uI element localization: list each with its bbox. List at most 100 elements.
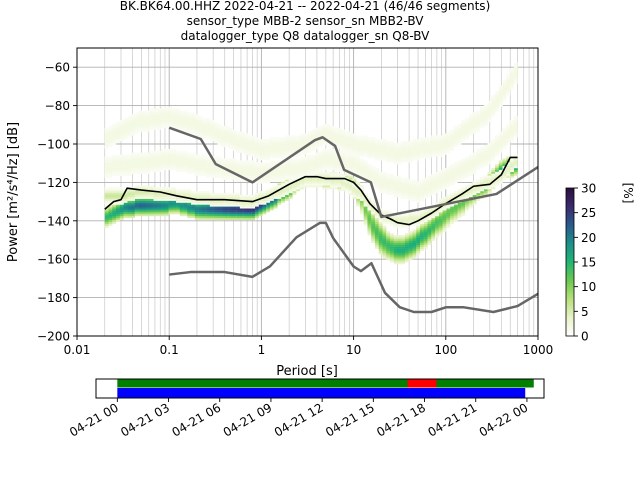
density-cell-faint-upper — [221, 129, 226, 132]
density-cell-faint-mid — [142, 156, 147, 159]
density-cell-faint-upper — [506, 93, 511, 96]
density-cell-primary — [382, 244, 387, 247]
density-cell-primary — [408, 239, 413, 242]
density-cell-faint-upper — [371, 137, 376, 140]
density-cell-primary — [408, 254, 413, 257]
density-cell-secondary — [161, 189, 165, 192]
density-cell-faint-mid — [149, 169, 154, 173]
density-cell-faint-upper — [408, 158, 413, 161]
density-cell-primary — [232, 212, 237, 215]
density-cell-faint-mid — [239, 179, 244, 182]
density-cell-secondary — [311, 179, 316, 182]
density-cell-faint-mid — [416, 200, 421, 203]
density-cell-faint-mid — [341, 162, 346, 165]
density-cell-faint-upper — [476, 123, 481, 126]
density-cell-secondary — [337, 179, 342, 182]
density-cell-faint-upper — [382, 158, 387, 161]
density-cell-secondary — [157, 192, 162, 196]
density-cell-secondary — [206, 202, 211, 205]
density-cell-primary — [206, 206, 211, 209]
density-cell-primary — [179, 202, 184, 205]
density-cell-faint-upper — [442, 152, 447, 155]
density-cell-faint-mid — [288, 158, 293, 161]
density-cell-primary — [371, 225, 376, 228]
density-cell-faint-upper — [359, 137, 364, 140]
density-cell-faint-mid — [127, 160, 132, 163]
density-cell-secondary — [179, 194, 184, 197]
density-cell-secondary — [247, 196, 252, 199]
density-cell-faint-upper — [322, 127, 327, 130]
density-cell-faint-mid — [307, 162, 312, 165]
density-cell-faint-upper — [506, 73, 511, 77]
density-cell-faint-mid — [348, 168, 353, 171]
density-cell-faint-mid — [251, 175, 256, 178]
density-cell-faint-mid — [427, 185, 432, 188]
density-cell-faint-upper — [389, 143, 394, 146]
density-cell-faint-mid — [288, 175, 293, 178]
density-cell-primary — [374, 235, 379, 238]
density-cell-secondary — [273, 185, 278, 188]
density-cell-primary — [404, 246, 409, 249]
density-cell-faint-mid — [112, 156, 117, 159]
density-cell-faint-mid — [322, 154, 327, 157]
density-cell-primary — [176, 202, 181, 205]
density-cell-primary — [412, 237, 417, 240]
density-cell-primary — [273, 206, 278, 209]
density-cell-faint-upper — [510, 83, 514, 86]
density-cell-faint-mid — [513, 133, 518, 136]
density-cell-secondary — [314, 183, 319, 186]
colorbar-tick-label: 10 — [581, 280, 596, 294]
density-cell-faint-mid — [157, 154, 162, 157]
density-cell-faint-mid — [119, 158, 124, 161]
density-cell-faint-mid — [382, 179, 387, 182]
density-cell-faint-mid — [292, 168, 297, 171]
density-cell-faint-upper — [329, 125, 334, 128]
density-cell-faint-upper — [269, 148, 274, 151]
density-cell-faint-upper — [502, 89, 507, 92]
density-cell-primary — [183, 208, 188, 211]
density-cell-faint-upper — [183, 114, 188, 117]
density-cell-primary — [431, 221, 436, 224]
density-cell-faint-mid — [191, 152, 196, 155]
density-cell-faint-upper — [382, 150, 387, 153]
density-cell-faint-upper — [172, 114, 177, 117]
density-cell-secondary — [127, 189, 132, 192]
density-cell-faint-upper — [419, 146, 424, 149]
density-cell-faint-mid — [431, 192, 436, 196]
density-cell-faint-upper — [326, 127, 331, 130]
density-cell-secondary — [262, 191, 267, 194]
density-cell-faint-mid — [416, 181, 421, 184]
density-cell-primary — [108, 212, 113, 215]
density-cell-primary — [438, 221, 443, 224]
density-cell-faint-upper — [127, 135, 132, 138]
density-cell-secondary — [127, 192, 132, 196]
density-cell-primary — [254, 210, 259, 213]
density-cell-secondary — [142, 192, 147, 196]
density-cell-faint-upper — [251, 150, 256, 153]
density-cell-primary — [442, 227, 447, 230]
density-cell-secondary — [134, 194, 139, 197]
density-cell-faint-upper — [296, 154, 301, 157]
density-cell-secondary — [498, 177, 503, 180]
density-cell-primary — [292, 191, 297, 194]
density-cell-faint-upper — [292, 148, 297, 151]
density-cell-primary — [367, 210, 372, 213]
density-cell-faint-upper — [112, 143, 117, 146]
density-cell-faint-upper — [434, 146, 439, 149]
density-cell-secondary — [288, 187, 293, 190]
density-cell-faint-upper — [116, 141, 120, 144]
density-cell-faint-upper — [333, 129, 338, 132]
density-cell-faint-upper — [198, 125, 203, 128]
density-cell-faint-mid — [333, 164, 338, 167]
density-cell-faint-upper — [438, 152, 443, 155]
density-cell-faint-mid — [179, 168, 184, 171]
density-cell-faint-mid — [142, 158, 147, 161]
density-cell-faint-mid — [416, 198, 421, 201]
density-cell-faint-upper — [168, 123, 173, 126]
density-cell-primary — [371, 233, 376, 236]
density-cell-primary — [412, 242, 417, 245]
density-cell-secondary — [329, 183, 334, 186]
density-cell-secondary — [438, 198, 443, 201]
density-cell-faint-upper — [168, 106, 173, 109]
density-cell-faint-upper — [367, 150, 372, 153]
